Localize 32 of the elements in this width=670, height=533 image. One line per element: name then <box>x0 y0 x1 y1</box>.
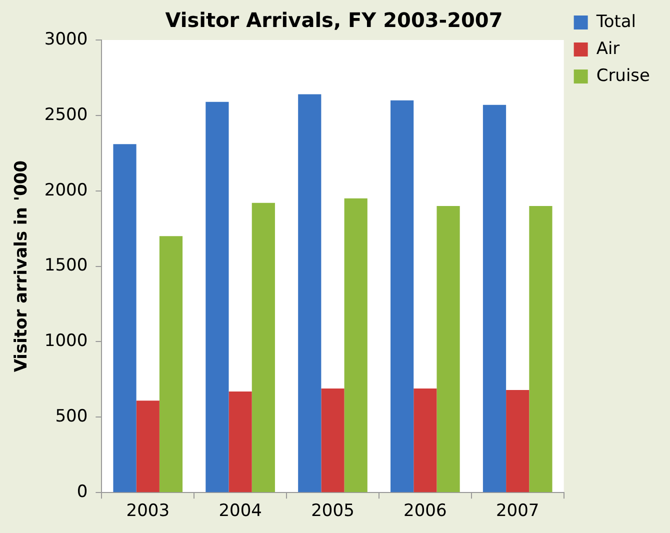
y-tick-label: 500 <box>55 406 88 427</box>
y-tick-label: 1000 <box>44 331 88 352</box>
bar <box>344 198 368 492</box>
bar <box>113 144 136 492</box>
bar <box>252 202 275 492</box>
x-tick-label: 2007 <box>496 501 540 522</box>
x-tick-label: 2006 <box>404 501 447 522</box>
bar <box>390 100 414 492</box>
y-tick-label: 1500 <box>44 256 88 276</box>
y-tick-label: 2000 <box>44 180 88 200</box>
y-tick-label: 0 <box>76 482 88 502</box>
bar <box>506 390 530 492</box>
bar <box>436 206 460 492</box>
bar <box>482 104 506 492</box>
x-tick-label: 2005 <box>311 501 354 522</box>
legend-label: Cruise <box>596 66 650 86</box>
bar <box>136 400 160 492</box>
legend-label: Air <box>596 38 620 59</box>
bar <box>321 388 344 492</box>
bar <box>529 206 552 492</box>
legend-label: Total <box>595 12 636 32</box>
bar <box>414 388 437 492</box>
bar <box>228 392 252 492</box>
chart-title: Visitor Arrivals, FY 2003-2007 <box>165 8 503 32</box>
y-tick-label: 3000 <box>44 29 88 50</box>
x-tick-label: 2003 <box>126 501 170 522</box>
bar <box>159 236 183 492</box>
x-tick-label: 2004 <box>218 501 262 522</box>
y-axis-title: Visitor arrivals in '000 <box>12 160 32 372</box>
bar <box>206 102 229 492</box>
bar <box>298 94 322 492</box>
y-tick-label: 2500 <box>44 104 88 125</box>
